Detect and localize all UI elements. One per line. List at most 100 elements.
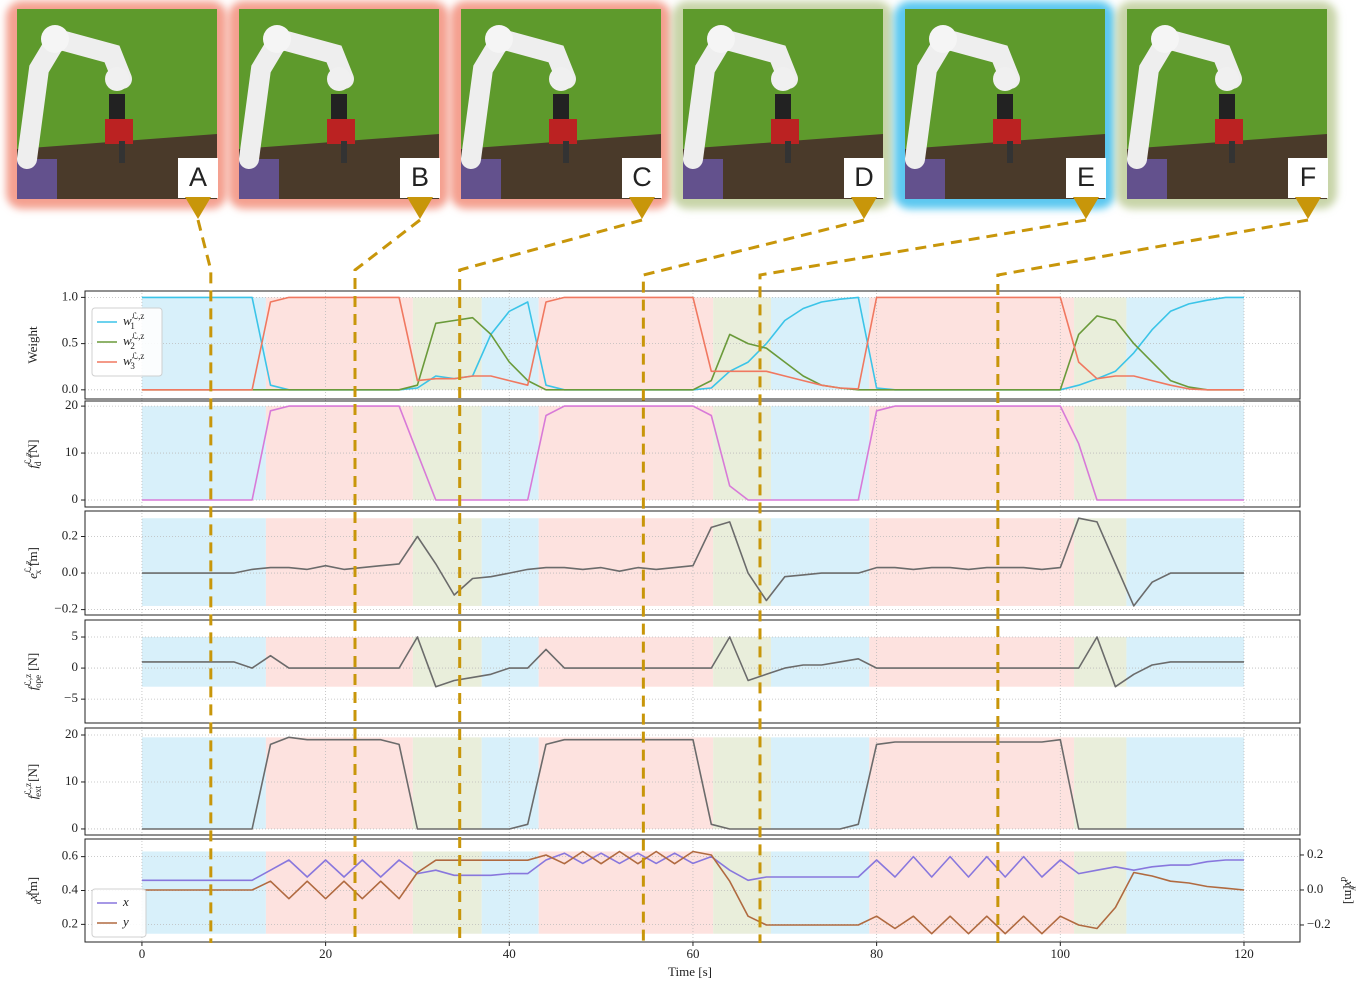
phase-band xyxy=(1074,518,1126,606)
phase-band xyxy=(482,637,539,687)
y-axis-label-unit: [N] xyxy=(25,440,40,458)
panel: −505fℒ,zope[N] xyxy=(23,619,1300,724)
y-tick-label: 0 xyxy=(72,820,79,835)
y-axis-label-sub: ext xyxy=(33,785,43,796)
y2-tick-label: 0.2 xyxy=(1307,846,1323,861)
y-tick-label: 0.0 xyxy=(62,381,78,396)
legend-label: x xyxy=(122,894,129,909)
phase-band xyxy=(869,637,1074,687)
phase-band xyxy=(1074,851,1126,933)
x-tick-label: 0 xyxy=(139,946,146,961)
y-axis-label-unit: [m] xyxy=(25,547,40,566)
y-axis-label-sup: ℒ,z xyxy=(23,674,33,687)
phase-band xyxy=(266,851,413,933)
marker-label: A xyxy=(189,162,207,192)
phase-band xyxy=(539,737,713,829)
phase-band xyxy=(266,518,413,606)
y-tick-label: 0 xyxy=(72,491,79,506)
phase-band xyxy=(413,518,482,606)
legend-label-sub: 2 xyxy=(130,341,135,351)
phase-band xyxy=(413,406,482,500)
y-tick-label: 0 xyxy=(72,659,79,674)
phase-band xyxy=(869,406,1074,500)
x-tick-label: 60 xyxy=(686,946,699,961)
y-axis-label: eℒ,zx[m] xyxy=(23,547,43,579)
x-tick-label: 80 xyxy=(870,946,883,961)
y-axis-label-unit: [m] xyxy=(25,877,40,896)
marker-label: E xyxy=(1077,162,1095,192)
legend-label-base: x xyxy=(122,894,129,909)
phase-band xyxy=(266,406,413,500)
y-axis-label: Weight xyxy=(25,326,40,364)
y-axis-label-unit: [N] xyxy=(25,764,40,782)
y-axis-label: fℒ,zope[N] xyxy=(23,653,43,690)
phase-band xyxy=(482,851,539,933)
x-tick-label: 40 xyxy=(503,946,516,961)
y-axis-label: xxd[m] xyxy=(23,877,43,904)
y-tick-label: 0.5 xyxy=(62,335,78,350)
legend-label: y xyxy=(121,914,129,929)
legend-label-base: y xyxy=(121,914,129,929)
legend-box xyxy=(92,889,146,937)
phase-band xyxy=(142,737,266,829)
x-tick-label: 20 xyxy=(319,946,332,961)
panel: 0.20.40.6−0.20.00.2xxd[m]xyd[m]xy xyxy=(23,838,1359,943)
phase-band xyxy=(142,851,266,933)
marker-label: C xyxy=(632,162,652,192)
phase-band xyxy=(713,637,771,687)
phase-band xyxy=(771,637,869,687)
y-tick-label: 0.6 xyxy=(62,848,79,863)
x-tick-label: 120 xyxy=(1234,946,1254,961)
y2-axis-label: xyd[m] xyxy=(1339,877,1359,904)
y-tick-label: 10 xyxy=(65,773,78,788)
y2-axis-label-unit: [m] xyxy=(1342,885,1357,904)
legend-label-sub: 1 xyxy=(130,321,135,331)
y-tick-label: 1.0 xyxy=(62,288,78,303)
y-tick-label: 20 xyxy=(65,726,78,741)
y-tick-label: 0.2 xyxy=(62,915,78,930)
phase-band xyxy=(266,637,413,687)
phase-band xyxy=(539,518,713,606)
y-tick-label: 10 xyxy=(65,444,78,459)
phase-band xyxy=(1074,737,1126,829)
phase-band xyxy=(1126,851,1244,933)
y2-axis-label-sub: d xyxy=(1339,877,1349,882)
y-axis-label: fℒ,zext[N] xyxy=(23,764,43,799)
phase-band xyxy=(482,518,539,606)
phase-band xyxy=(771,518,869,606)
marker-label: B xyxy=(411,162,429,192)
marker-label: D xyxy=(854,162,874,192)
marker-label: F xyxy=(1300,162,1317,192)
x-axis-label: Time [s] xyxy=(668,964,712,979)
phase-band xyxy=(142,518,266,606)
legend-label-sup: ℒ,z xyxy=(132,331,145,341)
y-axis-label-sub: d xyxy=(33,461,43,466)
panel: −0.20.00.2eℒ,zx[m] xyxy=(23,510,1300,616)
phase-band xyxy=(869,297,1074,389)
y-tick-label: 0.0 xyxy=(62,564,78,579)
y-tick-label: 20 xyxy=(65,397,78,412)
figure: 0.00.51.0Weightwℒ,z1wℒ,z2wℒ,z301020fℒ,zd… xyxy=(0,0,1372,990)
y-axis-label-unit: [N] xyxy=(25,653,40,671)
phase-band xyxy=(266,297,413,389)
legend-label-sub: 3 xyxy=(130,361,135,371)
x-tick-label: 100 xyxy=(1051,946,1071,961)
y-axis-label-sub: x xyxy=(33,569,43,574)
y-tick-label: 0.4 xyxy=(62,881,79,896)
y-tick-label: 0.2 xyxy=(62,527,78,542)
y-axis-label-sub: d xyxy=(33,899,43,904)
phase-band xyxy=(869,518,1074,606)
y-tick-label: 5 xyxy=(72,628,79,643)
y-tick-label: −5 xyxy=(64,690,78,705)
phase-band xyxy=(713,737,771,829)
legend-label-sup: ℒ,z xyxy=(132,351,145,361)
phase-band xyxy=(713,518,771,606)
y-axis-label-sub: ope xyxy=(33,675,43,688)
phase-band xyxy=(771,851,869,933)
phase-band xyxy=(869,851,1074,933)
y2-tick-label: −0.2 xyxy=(1307,916,1331,931)
phase-band xyxy=(413,737,482,829)
